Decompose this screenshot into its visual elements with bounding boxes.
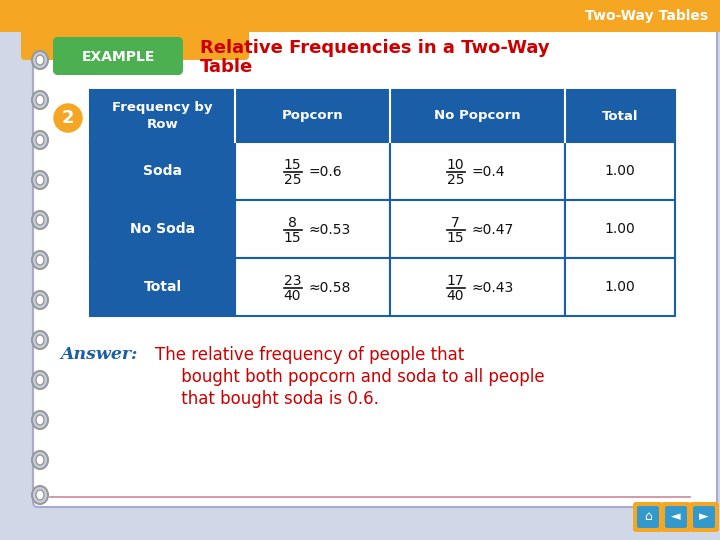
Ellipse shape [32,331,48,349]
Text: Table: Table [200,58,253,76]
Text: 15: 15 [446,231,464,245]
Text: Frequency by
Row: Frequency by Row [112,102,212,131]
Text: Total: Total [602,110,638,123]
Text: ≈0.58: ≈0.58 [308,281,351,295]
Text: ≈0.47: ≈0.47 [472,224,514,238]
Text: The relative frequency of people that: The relative frequency of people that [155,346,464,364]
Ellipse shape [36,55,44,65]
Text: Popcorn: Popcorn [282,110,343,123]
Text: No Soda: No Soda [130,222,195,236]
Text: =0.6: =0.6 [308,165,342,179]
FancyBboxPatch shape [633,502,663,532]
Text: that bought soda is 0.6.: that bought soda is 0.6. [155,390,379,408]
Ellipse shape [36,415,44,425]
FancyBboxPatch shape [33,27,717,507]
Ellipse shape [36,375,44,385]
Bar [90,90,675,142]
Text: No Popcorn: No Popcorn [434,110,521,123]
Circle shape [54,104,82,132]
Text: ►: ► [699,510,708,523]
FancyBboxPatch shape [21,24,249,60]
FancyBboxPatch shape [693,506,715,528]
Text: 25: 25 [284,173,301,187]
Text: 1.00: 1.00 [605,280,635,294]
Text: ≈0.43: ≈0.43 [472,281,514,295]
Text: 1.00: 1.00 [605,222,635,236]
Text: Answer:: Answer: [60,346,138,363]
Ellipse shape [32,171,48,189]
Ellipse shape [32,51,48,69]
FancyBboxPatch shape [53,37,183,75]
Ellipse shape [36,175,44,185]
Bar [90,142,235,200]
FancyBboxPatch shape [637,506,659,528]
Text: 40: 40 [446,289,464,303]
Ellipse shape [36,335,44,345]
Ellipse shape [36,490,44,500]
Ellipse shape [36,135,44,145]
Text: bought both popcorn and soda to all people: bought both popcorn and soda to all peop… [155,368,544,386]
Text: 15: 15 [284,158,301,172]
Text: ≈0.53: ≈0.53 [308,224,351,238]
Text: 10: 10 [446,158,464,172]
Text: 1.00: 1.00 [605,164,635,178]
Bar [235,258,390,316]
Text: ⌂: ⌂ [644,510,652,523]
Bar [0,0,720,32]
Ellipse shape [36,215,44,225]
Bar [390,200,565,258]
Ellipse shape [36,455,44,465]
Ellipse shape [32,251,48,269]
Ellipse shape [32,411,48,429]
Text: Soda: Soda [143,164,182,178]
Ellipse shape [32,451,48,469]
Bar [235,142,390,200]
Text: 7: 7 [451,216,460,230]
Ellipse shape [32,211,48,229]
Text: EXAMPLE: EXAMPLE [81,50,155,64]
FancyBboxPatch shape [689,502,719,532]
Ellipse shape [32,486,48,504]
Ellipse shape [32,291,48,309]
Text: Relative Frequencies in a Two-Way: Relative Frequencies in a Two-Way [200,39,549,57]
Bar [90,258,235,316]
Bar [565,200,675,258]
Bar [565,258,675,316]
Text: 17: 17 [446,274,464,288]
Text: 8: 8 [288,216,297,230]
FancyBboxPatch shape [661,502,691,532]
Ellipse shape [36,255,44,265]
Bar [565,142,675,200]
Text: 25: 25 [446,173,464,187]
Text: ◄: ◄ [671,510,681,523]
Text: Total: Total [143,280,181,294]
Bar [390,142,565,200]
Bar [390,258,565,316]
Ellipse shape [36,95,44,105]
Text: 2: 2 [62,109,74,127]
Ellipse shape [32,131,48,149]
Bar [235,200,390,258]
Ellipse shape [32,371,48,389]
Ellipse shape [36,295,44,305]
Text: =0.4: =0.4 [472,165,505,179]
Text: 23: 23 [284,274,301,288]
Bar [90,200,235,258]
Ellipse shape [32,91,48,109]
Text: Two-Way Tables: Two-Way Tables [585,9,708,23]
Text: 15: 15 [284,231,301,245]
Text: 40: 40 [284,289,301,303]
FancyBboxPatch shape [665,506,687,528]
